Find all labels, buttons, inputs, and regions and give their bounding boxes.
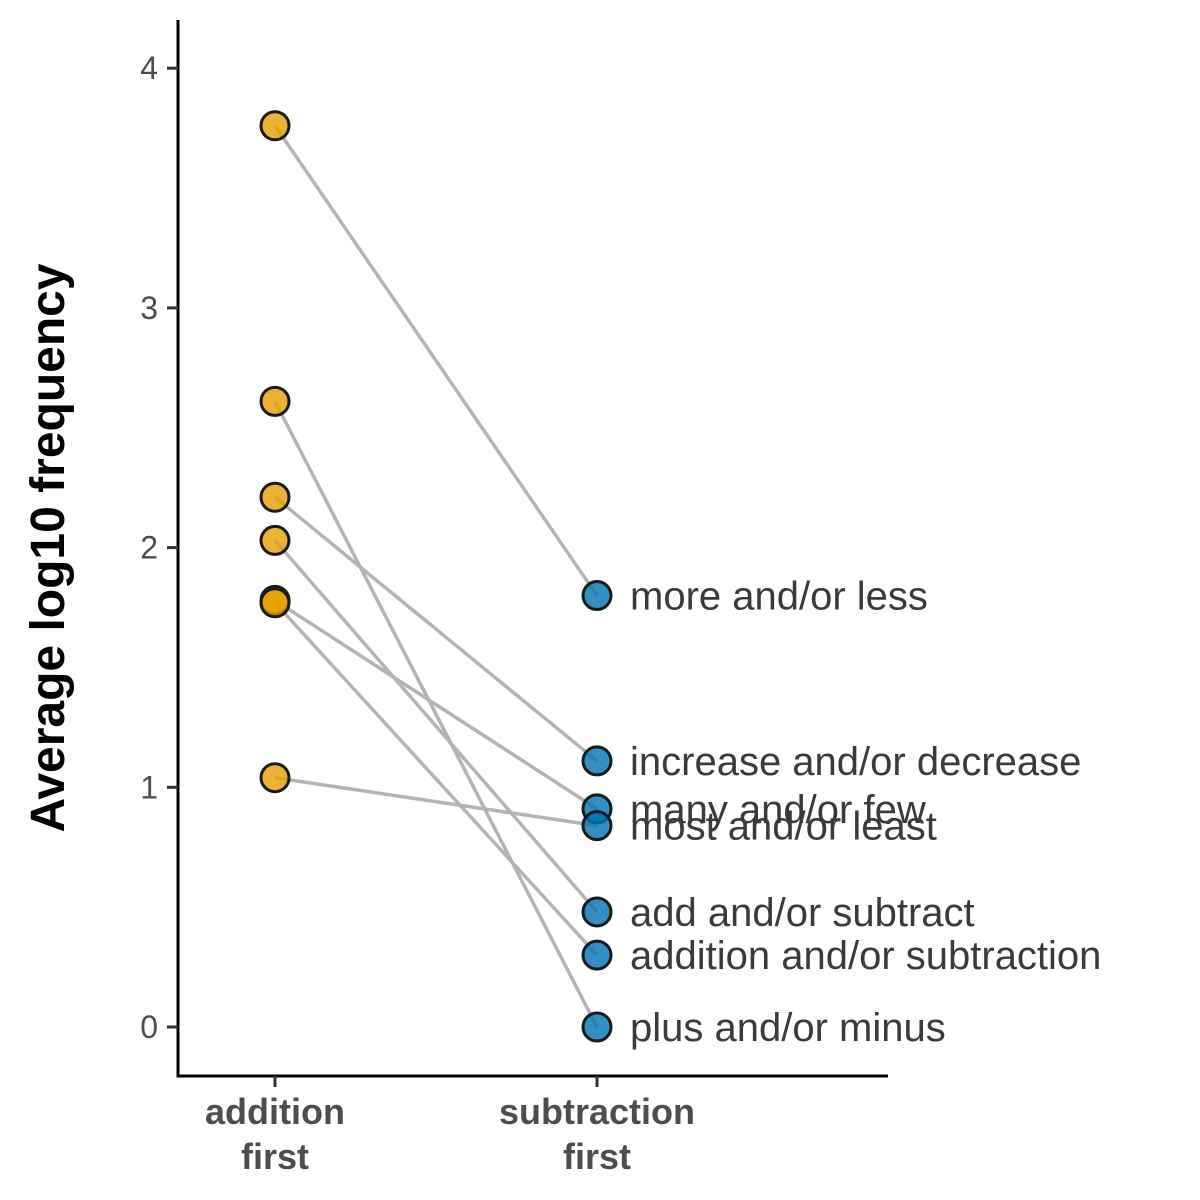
connector-line [273,495,599,763]
y-axis-ticks: 0 1 2 3 4 [140,50,178,1045]
point-addition-first [259,385,291,417]
point-addition-first [259,587,291,619]
point-subtraction-first [581,1011,613,1043]
y-tick-label: 1 [140,769,158,805]
y-tick-label: 2 [140,530,158,566]
pair-label: more and/or less [630,575,928,619]
y-tick-label: 3 [140,290,158,326]
x-tick-label: subtraction first [499,1091,695,1177]
pair-label: add and/or subtract [630,891,975,935]
pair-label: plus and/or minus [630,1006,946,1050]
y-tick-label: 0 [140,1009,158,1045]
point-subtraction-first [581,939,613,971]
pair-labels: more and/or less increase and/or decrease… [630,575,1101,1050]
pair-label: many and/or few [630,788,926,832]
pair-label: most and/or least [630,805,937,849]
pair-label: addition and/or subtraction [630,934,1101,978]
x-tick-label-line: addition [205,1091,345,1132]
point-addition-first [259,762,291,794]
point-addition-first [259,481,291,513]
point-subtraction-first [581,745,613,777]
connector-line [273,124,599,597]
connector-line [273,601,599,957]
x-tick-label-line: first [241,1136,309,1177]
pair-label: increase and/or decrease [630,740,1081,784]
x-tick-label-line: subtraction [499,1091,695,1132]
connector-line [274,598,598,811]
point-subtraction-first [581,810,613,842]
x-tick-label-line: first [563,1136,631,1177]
connector-line [274,775,598,828]
point-subtraction-first [581,580,613,612]
connector-line [273,400,599,1028]
connector-lines [273,124,599,1028]
data-points [259,110,613,1043]
point-addition-first [259,110,291,142]
y-tick-label: 4 [140,50,158,86]
connector-line [273,539,599,914]
point-addition-first [259,524,291,556]
point-subtraction-first [581,896,613,928]
x-tick-label: addition first [205,1091,345,1177]
y-axis-label: Average log10 frequency [22,263,75,832]
